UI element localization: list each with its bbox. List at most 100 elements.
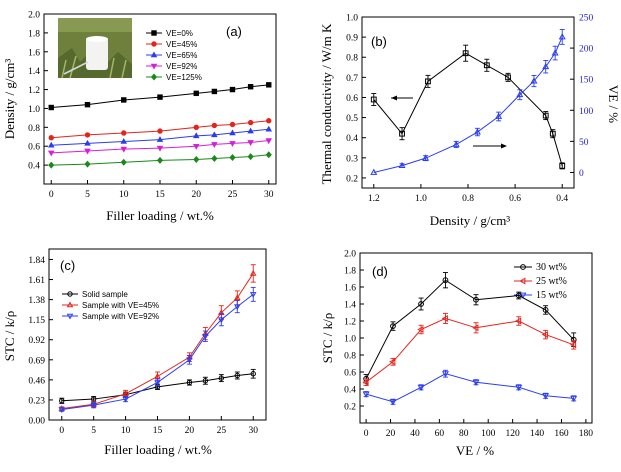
panel-c-data-point: [154, 372, 161, 379]
panel-a-legend-marker: [150, 73, 158, 81]
panel-a-ytick-label: 0.6: [28, 143, 40, 153]
panel-b: (b) Density / g/cm³ Thermal conductivity…: [319, 16, 621, 228]
panel-a-data-point: [247, 84, 254, 90]
panel-a-data-point: [120, 137, 128, 144]
panel-d-legend-marker: [519, 277, 526, 285]
panel-c-data-point: [202, 378, 209, 384]
panel-c-data-point: [202, 333, 209, 340]
panel-a-ytick-label: 2.0: [28, 11, 40, 21]
panel-c-legend-label: Solid sample: [82, 290, 128, 299]
panel-b-data-point: [483, 62, 490, 69]
panel-c-data-point: [249, 292, 257, 298]
panel-b-xtick-label: 1.2: [368, 194, 380, 204]
panel-b-ytick-label: 1.0: [346, 14, 358, 24]
panel-b-ytick-right-label: 250: [579, 14, 594, 24]
panel-d-xlabel: VE / %: [456, 443, 494, 458]
panel-d-data-point: [569, 341, 577, 349]
panel-c-ytick-label: 0.92: [28, 336, 45, 346]
panel-d-legend-marker: [519, 292, 527, 299]
panel-c-ytick-label: 1.15: [28, 316, 45, 326]
panel-d-xtick-label: 160: [554, 429, 569, 439]
panel-d-data-point: [417, 384, 425, 392]
panel-a-data-point: [229, 86, 236, 93]
panel-a-data-point: [211, 122, 218, 129]
panel-b-data-point: [370, 168, 378, 175]
panel-c-frame: [48, 248, 267, 421]
panel-a-data-point: [192, 143, 200, 150]
panel-d-xtick-label: 180: [579, 429, 594, 439]
panel-a-data-point: [48, 135, 54, 141]
panel-a-data-point: [156, 136, 164, 142]
panel-b-data-point: [370, 96, 377, 103]
panel-a-data-point: [193, 155, 200, 163]
panel-d-data-point: [542, 307, 549, 313]
panel-a-data-point: [192, 132, 200, 139]
panel-a-data-point: [211, 131, 218, 138]
panel-b-data-point: [542, 62, 550, 70]
panel-b-data-point: [558, 33, 566, 40]
panel-b-ytick-label: 0.4: [346, 134, 358, 144]
panel-a-data-point: [157, 128, 163, 134]
panel-a-data-point: [247, 119, 254, 126]
panel-b-data-point: [516, 90, 524, 98]
panel-d-data-point: [541, 331, 549, 339]
panel-c-legend: Solid sample Sample with VE=45% Sample wit…: [62, 290, 159, 321]
panel-d-xtick-label: 40: [410, 429, 420, 439]
panel-b-ytick-label: 0.8: [346, 54, 358, 64]
panel-a-data-point: [266, 118, 272, 124]
panel-c-xlabel: Filler loading / wt.%: [104, 442, 212, 457]
panel-a-data-point: [265, 151, 272, 159]
panel-c-data-point: [218, 375, 225, 381]
panel-d-data-point: [441, 371, 449, 378]
panel-a-legend-label: VE=0%: [166, 29, 193, 38]
panel-d-ytick-label: 0.4: [344, 386, 356, 396]
panel-d-data-point: [515, 292, 522, 299]
panel-c-xtick-label: 0: [59, 426, 64, 436]
panel-d-ytick-label: 2.0: [344, 250, 356, 260]
panel-d-data-point: [418, 301, 424, 307]
panel-c-ytick-label: 1.61: [28, 276, 45, 286]
panel-b-data-point: [495, 112, 503, 119]
panel-b-ytick-right-label: 100: [579, 107, 594, 117]
panel-d-xtick-label: 0: [364, 429, 369, 439]
panel-c-data-point: [122, 390, 129, 397]
panel-a-ytick-label: 1.0: [28, 105, 40, 115]
panel-c-data-point: [249, 269, 257, 276]
photo-inset: [58, 18, 132, 79]
panel-b-ytick-right-label: 0: [579, 169, 584, 179]
panel-b-ylabel: Thermal conductivity / W/m K: [319, 23, 334, 184]
panel-b-ytick-right-label: 50: [579, 138, 589, 148]
panel-d-data-point: [542, 393, 550, 400]
panel-a-data-point: [121, 97, 127, 103]
panel-d-ylabel: STC / k/ρ: [320, 313, 335, 364]
panel-c-label: (c): [60, 258, 75, 273]
panel-a-data-point: [265, 138, 273, 145]
panel-a-data-point: [84, 132, 91, 138]
panel-b-xlabel: Density / g/cm³: [430, 213, 511, 228]
panel-c-data-point: [250, 371, 256, 377]
panel-c-data-point: [186, 357, 193, 364]
panel-c-data-point: [58, 407, 66, 414]
panel-a-data-point: [84, 139, 91, 146]
panel-b-frame: [361, 16, 575, 189]
panel-d-ytick-label: 1.4: [344, 301, 356, 311]
panel-d-legend-label: 30 wt%: [536, 262, 567, 273]
panel-a-legend-label: VE=65%: [166, 51, 197, 60]
panel-d-data-point: [514, 317, 522, 325]
panel-a-legend-label: VE=45%: [166, 40, 197, 49]
panel-a-data-point: [120, 158, 127, 166]
panel-d-series-line: [365, 317, 574, 383]
chart-marks: 0 5 10 15 20 25 30 0.4 0.6 0.8 1.0 1.2 1.4 1.6 1.8 2.0 1…: [28, 11, 593, 440]
panel-c-data-point: [122, 396, 129, 403]
panel-b-data-point: [549, 130, 556, 137]
panel-c-ytick-label: 0.23: [28, 396, 45, 406]
panel-b-data-point: [559, 162, 566, 169]
panel-b-data-point: [530, 77, 538, 84]
panel-b-xtick-label: 0.8: [462, 194, 474, 204]
panel-d-ytick-label: 1.0: [344, 335, 356, 345]
panel-d-label: (d): [372, 264, 388, 279]
panel-a-data-point: [265, 125, 273, 132]
panel-c-ytick-label: 0.00: [28, 417, 45, 427]
panel-a-data-point: [247, 153, 254, 161]
